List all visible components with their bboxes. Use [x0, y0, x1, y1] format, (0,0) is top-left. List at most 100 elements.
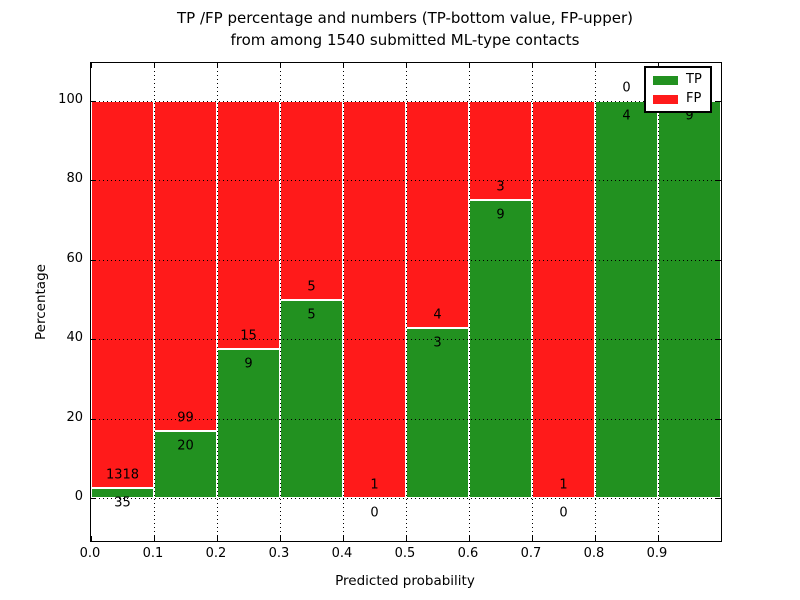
y-tick-label: 0 — [74, 489, 83, 504]
fp-bar-segment — [154, 101, 217, 432]
x-tick-mark — [532, 536, 533, 541]
y-tick-label: 60 — [66, 250, 83, 266]
y-tick-mark — [91, 339, 96, 341]
x-tick-mark — [532, 63, 533, 68]
y-tick-mark — [91, 259, 96, 261]
fp-bar-segment — [217, 101, 280, 350]
fp-count-label: 3 — [496, 179, 505, 195]
v-gridline — [217, 63, 218, 541]
tp-count-label: 9 — [496, 207, 505, 223]
tp-count-label: 0 — [370, 505, 379, 521]
plot-area: 131835992015955104339100409 TP FP — [90, 62, 722, 542]
fp-bar-segment — [532, 101, 595, 498]
x-tick-mark — [469, 63, 470, 68]
x-tick-label: 0.9 — [646, 546, 668, 561]
x-tick-mark — [343, 536, 344, 541]
y-tick-mark — [716, 259, 721, 261]
tp-bar-segment — [217, 349, 280, 498]
x-tick-mark — [280, 63, 281, 68]
x-tick-label: 0.1 — [142, 546, 164, 561]
v-gridline — [280, 63, 281, 541]
x-tick-mark — [154, 63, 155, 68]
fp-count-label: 15 — [240, 328, 257, 344]
legend-item-fp: FP — [653, 92, 702, 106]
legend-item-tp: TP — [653, 73, 702, 87]
chart-title-line1: TP /FP percentage and numbers (TP-bottom… — [177, 9, 633, 27]
y-tick-mark — [716, 101, 721, 102]
legend: TP FP — [644, 66, 712, 113]
fp-bar-segment — [280, 101, 343, 300]
v-gridline — [469, 63, 470, 541]
tp-count-label: 9 — [685, 108, 694, 124]
fp-bar-segment — [343, 101, 406, 498]
x-tick-mark — [406, 536, 407, 541]
x-axis-label: Predicted probability — [335, 573, 475, 589]
y-tick-label: 80 — [66, 171, 83, 187]
y-tick-mark — [91, 418, 96, 420]
tp-bar-segment — [406, 327, 469, 498]
tp-count-label: 9 — [244, 356, 253, 372]
tp-bar-segment — [280, 299, 343, 498]
x-tick-mark — [406, 63, 407, 68]
chart-title-line2: from among 1540 submitted ML-type contac… — [230, 31, 580, 49]
chart-title: TP /FP percentage and numbers (TP-bottom… — [90, 7, 720, 51]
x-tick-mark — [595, 63, 596, 68]
y-tick-label: 20 — [66, 409, 83, 425]
y-tick-label: 100 — [58, 92, 83, 107]
y-tick-label: 40 — [66, 330, 83, 346]
y-tick-mark — [91, 498, 96, 499]
tp-count-label: 35 — [114, 495, 131, 511]
v-gridline — [532, 63, 533, 541]
x-tick-label: 0.8 — [583, 546, 605, 561]
x-tick-mark — [280, 536, 281, 541]
v-gridline — [595, 63, 596, 541]
y-tick-mark — [91, 101, 96, 102]
fp-count-label: 0 — [622, 80, 631, 96]
y-tick-mark — [716, 498, 721, 499]
tp-count-label: 4 — [622, 108, 631, 124]
x-tick-label: 0.6 — [457, 546, 479, 561]
x-tick-mark — [217, 536, 218, 541]
x-tick-label: 0.7 — [520, 546, 542, 561]
y-tick-mark — [716, 418, 721, 420]
x-tick-label: 0.0 — [79, 546, 101, 561]
fp-count-label: 99 — [177, 410, 194, 426]
y-axis-label: Percentage — [33, 264, 49, 340]
x-tick-mark — [154, 536, 155, 541]
x-tick-label: 0.5 — [394, 546, 416, 561]
v-gridline — [154, 63, 155, 541]
fp-count-label: 5 — [307, 279, 316, 294]
x-tick-mark — [469, 536, 470, 541]
v-gridline — [658, 63, 659, 541]
x-tick-mark — [595, 536, 596, 541]
fp-bar-segment — [406, 101, 469, 328]
tp-count-label: 5 — [307, 307, 316, 322]
fp-count-label: 1 — [559, 477, 568, 493]
legend-label-tp: TP — [686, 72, 702, 87]
fp-count-label: 4 — [433, 307, 442, 323]
tp-count-label: 20 — [177, 438, 194, 454]
x-tick-mark — [658, 536, 659, 541]
fp-bar-segment — [91, 101, 154, 488]
tp-count-label: 3 — [433, 335, 442, 351]
tp-count-label: 0 — [559, 505, 568, 521]
fp-swatch-icon — [653, 94, 678, 104]
x-tick-mark — [343, 63, 344, 68]
tp-bar-segment — [658, 101, 721, 498]
x-tick-mark — [658, 63, 659, 68]
fp-count-label: 1318 — [105, 467, 140, 483]
tp-bar-segment — [595, 101, 658, 498]
tp-bar-segment — [469, 200, 532, 498]
fp-count-label: 1 — [370, 477, 379, 493]
x-tick-mark — [91, 536, 92, 541]
x-tick-mark — [91, 63, 92, 68]
legend-label-fp: FP — [686, 91, 702, 106]
tp-swatch-icon — [653, 75, 678, 85]
y-tick-mark — [91, 180, 96, 182]
x-tick-label: 0.3 — [268, 546, 290, 561]
tp-bar-segment — [91, 487, 154, 498]
x-tick-label: 0.2 — [205, 546, 227, 561]
x-tick-label: 0.4 — [331, 546, 353, 561]
y-tick-mark — [716, 180, 721, 182]
